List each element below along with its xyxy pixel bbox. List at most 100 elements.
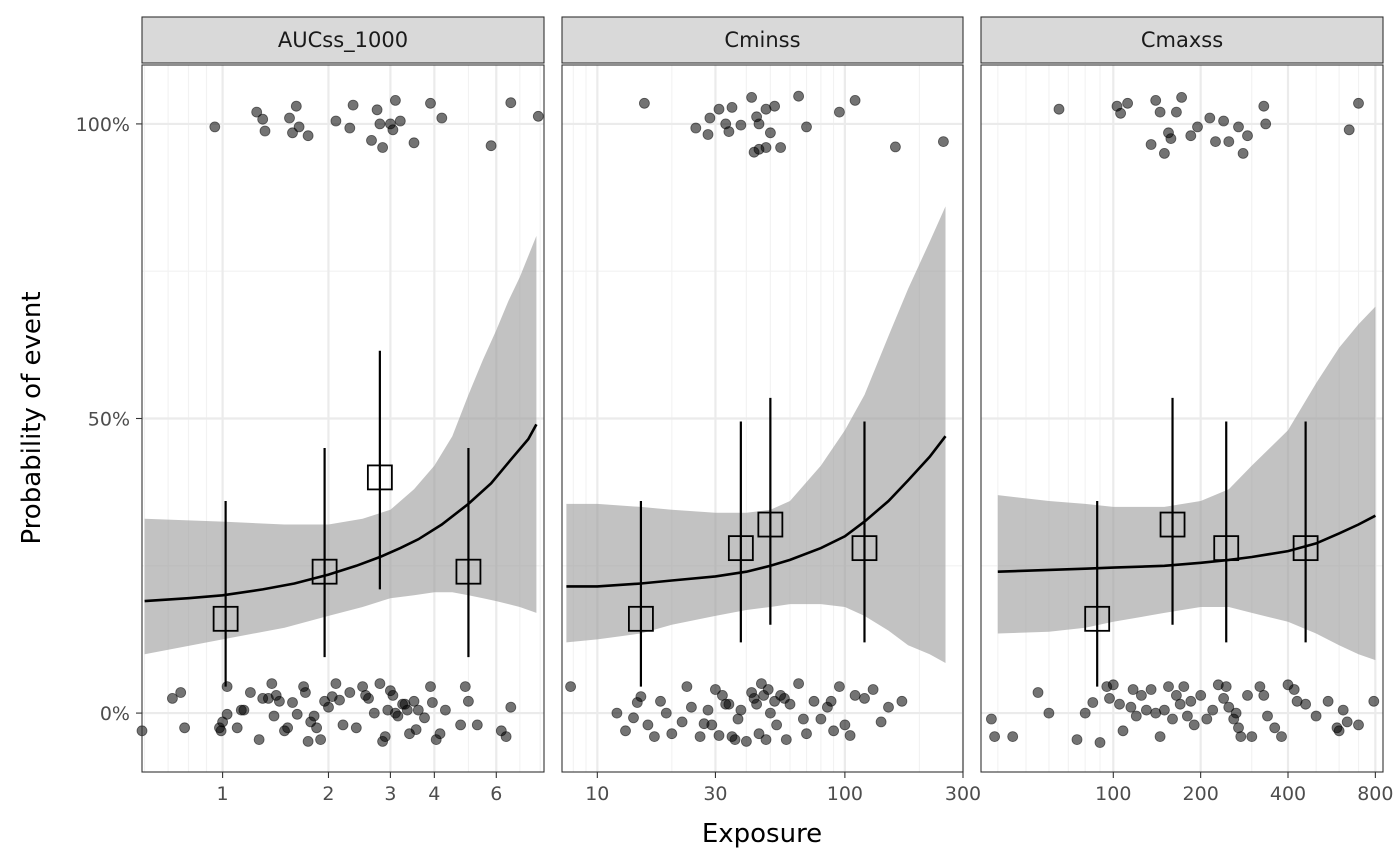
y-tick-label: 100% (76, 114, 130, 136)
observed-point (883, 701, 894, 713)
observed-point (282, 722, 294, 734)
x-tick-label: 100 (827, 783, 863, 805)
observed-point (1007, 731, 1019, 742)
observed-point (1233, 722, 1244, 734)
observed-point (859, 693, 870, 704)
x-tick-label: 2 (322, 783, 334, 805)
observed-point (1154, 106, 1166, 118)
observed-point (741, 736, 752, 747)
observed-point (284, 112, 295, 124)
observed-point (1167, 713, 1178, 725)
observed-point (293, 121, 305, 133)
observed-point (828, 725, 839, 737)
x-tick-label: 300 (945, 783, 981, 805)
observed-point (209, 121, 221, 133)
observed-point (532, 110, 544, 122)
observed-point (1115, 107, 1126, 119)
observed-point (1192, 121, 1203, 133)
panels-layer: AUCss_1000 1 2 3 4 6 0% 50% 100% Cminss 10 30 100 300… (76, 16, 1393, 805)
observed-point (434, 728, 446, 740)
observed-point (1235, 731, 1247, 742)
observed-point (315, 734, 327, 745)
observed-point (1368, 695, 1380, 707)
observed-point (330, 115, 342, 127)
observed-point (291, 708, 303, 720)
observed-point (801, 121, 812, 133)
observed-point (1233, 121, 1244, 133)
observed-point (436, 112, 448, 124)
observed-point (890, 141, 901, 153)
observed-point (426, 697, 438, 708)
observed-point (1130, 710, 1142, 722)
observed-point (439, 704, 451, 716)
observed-point (299, 687, 311, 698)
observed-point (1260, 118, 1272, 130)
observed-point (311, 722, 323, 734)
observed-point (713, 103, 725, 115)
observed-point (1117, 725, 1129, 737)
observed-point (175, 687, 187, 698)
observed-point (455, 719, 467, 731)
observed-point (710, 684, 721, 695)
observed-point (374, 118, 386, 130)
observed-point (368, 707, 380, 719)
observed-point (1204, 112, 1216, 124)
observed-point (1223, 136, 1235, 148)
observed-point (231, 722, 243, 734)
observed-point (649, 731, 660, 742)
panel-1: Cminss 10 30 100 300 (561, 16, 981, 805)
panel-0: AUCss_1000 1 2 3 4 6 0% 50% 100% (76, 16, 545, 805)
observed-point (302, 736, 314, 747)
observed-point (1246, 731, 1258, 742)
observed-point (702, 129, 714, 140)
observed-point (1288, 684, 1300, 695)
observed-point (221, 681, 233, 692)
observed-point (408, 695, 420, 707)
observed-point (425, 681, 436, 692)
observed-point (1145, 139, 1157, 150)
observed-point (775, 142, 786, 153)
panel-2: Cmaxss 100 200 400 800 (980, 16, 1393, 805)
observed-point (1353, 97, 1364, 109)
observed-point (273, 695, 285, 707)
observed-point (735, 704, 747, 716)
observed-point (1163, 681, 1174, 692)
observed-point (408, 137, 420, 149)
observed-point (801, 728, 812, 740)
observed-point (1159, 147, 1170, 159)
observed-point (1165, 133, 1177, 145)
observed-point (1104, 693, 1115, 704)
observed-point (1322, 695, 1334, 707)
observed-point (1178, 681, 1190, 692)
x-tick-label: 1 (217, 783, 229, 805)
observed-point (1254, 681, 1266, 692)
observed-point (753, 118, 765, 130)
bin-estimate (1084, 605, 1111, 632)
observed-point (410, 724, 422, 735)
observed-point (1071, 734, 1083, 745)
observed-point (780, 734, 792, 745)
y-tick-label: 50% (88, 409, 130, 431)
observed-point (1300, 698, 1311, 710)
observed-point (660, 707, 672, 719)
observed-point (1343, 124, 1355, 136)
observed-point (179, 722, 191, 734)
panel-border (561, 64, 964, 773)
observed-point (392, 710, 404, 722)
observed-point (798, 713, 809, 725)
observed-point (394, 115, 406, 127)
observed-point (251, 106, 263, 118)
observed-point (834, 681, 845, 692)
observed-point (681, 681, 693, 692)
observed-point (268, 710, 280, 722)
observed-point (635, 691, 647, 702)
facet-strip (561, 16, 964, 64)
observed-point (938, 136, 949, 148)
x-axis-title: Exposure (702, 819, 822, 849)
observed-point (1230, 707, 1242, 719)
observed-point (849, 95, 861, 106)
facet-strip-label: Cmaxss (1141, 28, 1223, 52)
fitted-curve (144, 423, 538, 603)
bin-estimate (455, 558, 482, 585)
bin-estimate (727, 535, 754, 562)
